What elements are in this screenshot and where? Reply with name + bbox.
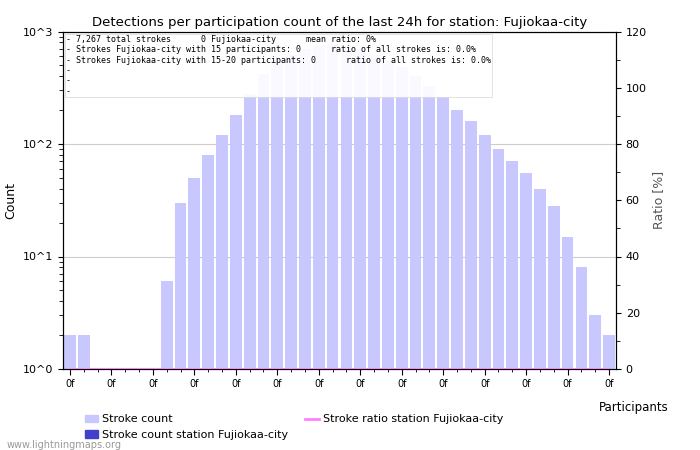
- Bar: [395, 403, 407, 450]
- Bar: [230, 115, 242, 450]
- Bar: [174, 403, 186, 450]
- Bar: [64, 403, 76, 450]
- Bar: [506, 162, 518, 450]
- Bar: [561, 237, 573, 450]
- Bar: [92, 403, 104, 450]
- Bar: [133, 369, 145, 450]
- Bar: [548, 206, 560, 450]
- Bar: [258, 74, 270, 450]
- Bar: [354, 50, 366, 450]
- Bar: [589, 403, 601, 450]
- Bar: [327, 403, 339, 450]
- Bar: [313, 403, 325, 450]
- Bar: [368, 55, 380, 450]
- Bar: [382, 403, 394, 450]
- Bar: [479, 135, 491, 450]
- Bar: [202, 155, 214, 450]
- Legend: Stroke count, Stroke count station Fujiokaa-city, Stroke ratio station Fujiokaa-: Stroke count, Stroke count station Fujio…: [80, 410, 508, 445]
- Bar: [340, 403, 352, 450]
- Bar: [451, 403, 463, 450]
- Y-axis label: Count: Count: [4, 182, 18, 219]
- Bar: [327, 44, 339, 450]
- Bar: [299, 403, 311, 450]
- Bar: [106, 403, 118, 450]
- Bar: [438, 97, 449, 450]
- Bar: [202, 403, 214, 450]
- Bar: [244, 403, 256, 450]
- Bar: [188, 178, 200, 450]
- Bar: [216, 403, 228, 450]
- Bar: [561, 403, 573, 450]
- Bar: [493, 149, 505, 450]
- Bar: [451, 110, 463, 450]
- Bar: [575, 267, 587, 450]
- Bar: [244, 94, 256, 450]
- Bar: [382, 61, 394, 450]
- Bar: [465, 121, 477, 450]
- Bar: [548, 403, 560, 450]
- Bar: [589, 315, 601, 450]
- Bar: [92, 369, 104, 450]
- Bar: [493, 403, 505, 450]
- Bar: [106, 369, 118, 450]
- Bar: [216, 135, 228, 450]
- Bar: [147, 403, 159, 450]
- Bar: [230, 403, 242, 450]
- Bar: [133, 403, 145, 450]
- Bar: [272, 61, 284, 450]
- Bar: [603, 335, 615, 450]
- Bar: [285, 403, 297, 450]
- Bar: [78, 403, 90, 450]
- Bar: [424, 403, 435, 450]
- Bar: [147, 369, 159, 450]
- Bar: [78, 335, 90, 450]
- Bar: [188, 403, 200, 450]
- Bar: [410, 76, 421, 450]
- Bar: [119, 369, 131, 450]
- Text: Participants: Participants: [598, 401, 668, 414]
- Bar: [119, 403, 131, 450]
- Bar: [161, 281, 173, 450]
- Bar: [285, 55, 297, 450]
- Bar: [520, 173, 532, 450]
- Bar: [575, 403, 587, 450]
- Bar: [354, 403, 366, 450]
- Bar: [258, 403, 270, 450]
- Bar: [410, 403, 421, 450]
- Bar: [368, 403, 380, 450]
- Bar: [161, 403, 173, 450]
- Y-axis label: Ratio [%]: Ratio [%]: [652, 171, 666, 230]
- Bar: [272, 403, 284, 450]
- Bar: [534, 403, 546, 450]
- Bar: [520, 403, 532, 450]
- Text: www.lightningmaps.org: www.lightningmaps.org: [7, 440, 122, 450]
- Bar: [395, 68, 407, 450]
- Bar: [313, 45, 325, 450]
- Bar: [438, 403, 449, 450]
- Bar: [424, 86, 435, 450]
- Bar: [174, 203, 186, 450]
- Bar: [465, 403, 477, 450]
- Bar: [299, 49, 311, 450]
- Bar: [340, 48, 352, 450]
- Text: - 7,267 total strokes      0 Fujiokaa-city      mean ratio: 0%
- Strokes Fujioka: - 7,267 total strokes 0 Fujiokaa-city me…: [66, 35, 491, 96]
- Title: Detections per participation count of the last 24h for station: Fujiokaa-city: Detections per participation count of th…: [92, 16, 587, 29]
- Bar: [603, 403, 615, 450]
- Bar: [64, 335, 76, 450]
- Bar: [479, 403, 491, 450]
- Bar: [534, 189, 546, 450]
- Bar: [506, 403, 518, 450]
